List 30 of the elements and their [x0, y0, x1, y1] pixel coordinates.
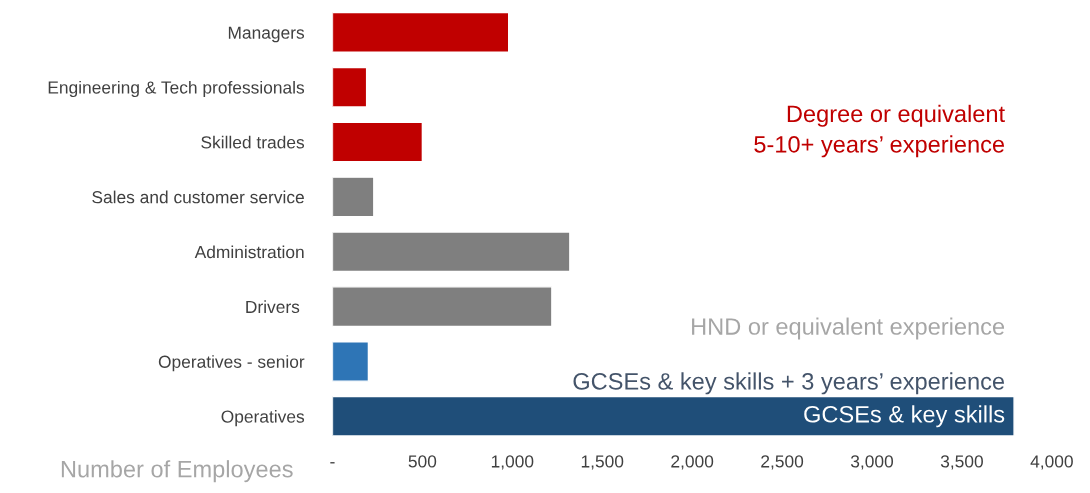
- bar: [332, 176, 375, 218]
- annotation: HND or equivalent experience: [692, 317, 1005, 340]
- x-tick-label: 1,500: [581, 455, 624, 470]
- annotation: GCSEs & key skills + 3 years’ experience: [573, 372, 1005, 395]
- x-tick-label: 3,500: [940, 455, 983, 470]
- x-axis-title: Number of Employees: [61, 460, 293, 483]
- y-tick-label: Engineering & Tech professionals: [48, 80, 305, 98]
- y-tick-label: Operatives: [221, 409, 305, 427]
- x-tick-label: 500: [408, 455, 437, 468]
- bar: [332, 11, 510, 53]
- x-tick-label: 2,500: [761, 455, 804, 470]
- y-tick-label: Managers: [228, 26, 305, 43]
- y-tick-label: Administration: [194, 245, 304, 259]
- bar: [332, 286, 553, 328]
- bar: [332, 340, 370, 382]
- annotation: GCSEs & key skills: [804, 405, 1005, 428]
- x-tick-label: 2,000: [671, 455, 714, 470]
- y-tick-label: Sales and customer service: [92, 190, 304, 204]
- x-tick-label: 1,000: [491, 455, 534, 470]
- bar: [332, 395, 1015, 437]
- annotation: Degree or equivalent 5-10+ years’ experience: [754, 104, 1005, 158]
- y-tick-label: Operatives - senior: [158, 355, 305, 372]
- x-tick-label: 3,000: [850, 455, 894, 470]
- y-tick-label: Skilled trades: [201, 135, 305, 149]
- x-tick-label: -: [330, 462, 335, 464]
- y-tick-label: Drivers: [246, 300, 300, 314]
- bar: [332, 66, 368, 108]
- x-tick-label: 4,000: [1030, 455, 1073, 470]
- bar: [332, 121, 424, 163]
- bar: [332, 231, 571, 273]
